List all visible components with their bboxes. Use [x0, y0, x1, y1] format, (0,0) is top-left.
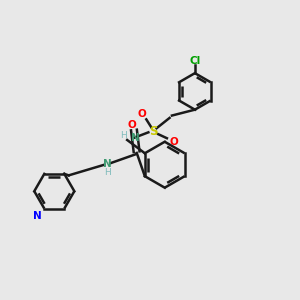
- Text: Cl: Cl: [189, 56, 200, 66]
- Text: H: H: [104, 168, 111, 177]
- Text: O: O: [169, 137, 178, 147]
- Text: O: O: [137, 109, 146, 119]
- Text: S: S: [149, 125, 158, 138]
- Text: N: N: [33, 211, 42, 221]
- Text: O: O: [127, 120, 136, 130]
- Text: N: N: [131, 133, 140, 143]
- Text: N: N: [103, 159, 112, 170]
- Text: H: H: [120, 131, 127, 140]
